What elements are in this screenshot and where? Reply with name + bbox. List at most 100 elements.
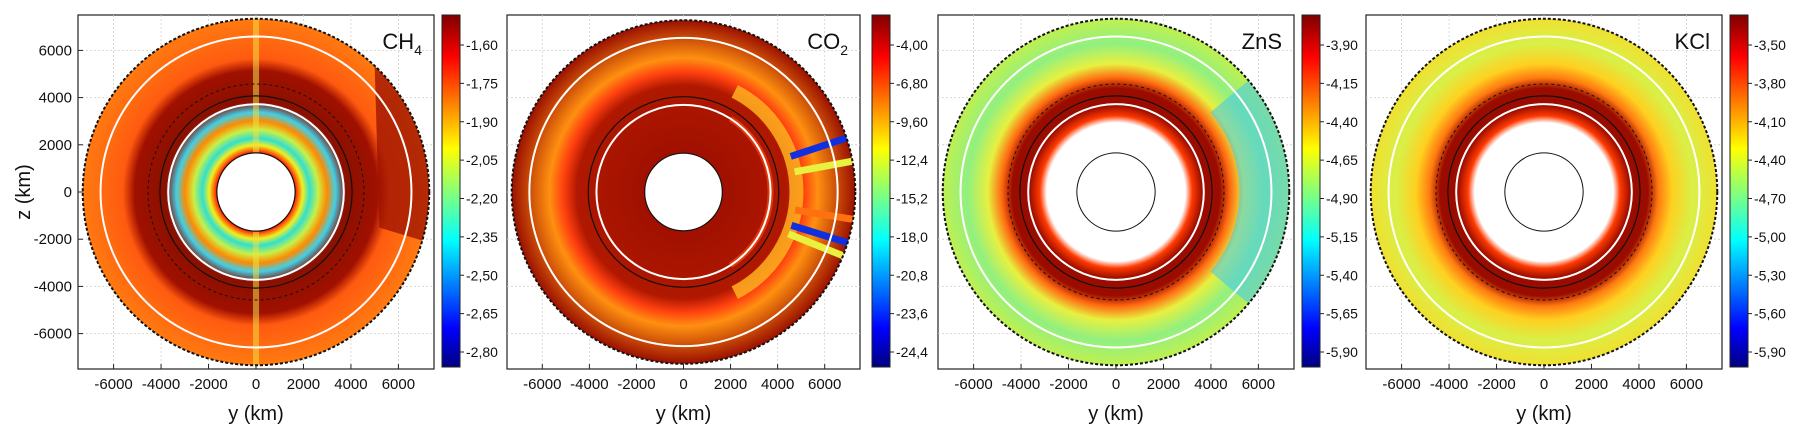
colorbar-tick-label: -5,60 [1754, 306, 1786, 322]
colorbar-tick-label: -2,05 [466, 152, 498, 168]
field-band [787, 230, 845, 259]
panel-title: CH4 [382, 29, 422, 58]
colorbar-tick-label: -4,65 [1326, 152, 1358, 168]
x-axis-label: y (km) [228, 403, 284, 425]
colorbar-tick-label: -23,6 [896, 306, 928, 322]
y-tick-label: 0 [64, 184, 72, 201]
colorbar-tick-label: -2,80 [466, 344, 498, 360]
colorbar-bar [1301, 14, 1321, 368]
colorbar-tick-label: -12,4 [896, 152, 928, 168]
colorbar-tick-label: -5,15 [1326, 229, 1358, 245]
colorbar-bar [871, 14, 891, 368]
colorbar-tick-label: -2,20 [466, 191, 498, 207]
colorbar-tick-label: -5,90 [1326, 344, 1358, 360]
x-tick-label: 2000 [1575, 376, 1608, 393]
colorbar-tick-label: -4,40 [1754, 152, 1786, 168]
y-tick-label: -2000 [34, 231, 72, 248]
contour-dashed [1435, 83, 1653, 301]
colorbar-tick-label: -4,10 [1754, 114, 1786, 130]
field-disc [942, 18, 1290, 366]
x-axis-label: y (km) [1516, 403, 1572, 425]
x-axis-label: y (km) [1088, 403, 1144, 425]
panel-2: -6000 -4000 -2000 0 2000 4000 6000 y (km) CO2 -4,… [506, 14, 928, 425]
x-tick-label: 6000 [382, 376, 415, 393]
ring-outer [99, 35, 413, 349]
colorbar-tick-label: -4,15 [1326, 75, 1358, 91]
colorbar-tick-label: -1,90 [466, 114, 498, 130]
outer-boundary [510, 19, 857, 365]
colorbar-tick-label: -20,8 [896, 267, 928, 283]
field-arc [731, 85, 804, 299]
colorbar-tick-label: -3,90 [1326, 37, 1358, 53]
x-tick-label: 0 [679, 376, 687, 393]
contour-dashed [147, 83, 365, 301]
x-tick-label: 6000 [1242, 376, 1275, 393]
colorbar-tick-label: -24,4 [896, 344, 928, 360]
y-tick-label: 4000 [39, 90, 72, 107]
colorbar: -4,00 -6,80 -9,60 -12,4 -15,2 -18,0 -20,8 -23,6… [871, 14, 928, 368]
x-tick-label: -6000 [94, 376, 132, 393]
colorbar: -3,50 -3,80 -4,10 -4,40 -4,70 -5,00 -5,30 -5,60… [1729, 14, 1786, 368]
contour-solid [159, 95, 353, 289]
panel-title-sub: 4 [414, 42, 422, 58]
panel-title-main: ZnS [1242, 29, 1282, 54]
field-sector [1210, 80, 1290, 304]
panel-1: -6000 -4000 -2000 0 2000 4000 6000 6000 4000 2000… [13, 14, 498, 425]
x-tick-label: -6000 [954, 376, 992, 393]
ring-outer [1387, 35, 1701, 349]
x-tick-label: 4000 [334, 376, 367, 393]
x-tick-label: 0 [1540, 376, 1548, 393]
x-tick-label: -4000 [1430, 376, 1468, 393]
colorbar-tick-label: -15,2 [896, 191, 928, 207]
colorbar-tick-label: -2,65 [466, 306, 498, 322]
colorbar-tick-label: -3,50 [1754, 37, 1786, 53]
field-band [789, 134, 848, 160]
x-tick-label: -6000 [523, 376, 561, 393]
colorbar-tick-label: -4,90 [1326, 191, 1358, 207]
panel-3: -6000 -4000 -2000 0 2000 4000 6000 y (km) ZnS -3,… [937, 14, 1358, 425]
contour-dashed [1007, 83, 1225, 301]
panel-title-main: CH [382, 29, 414, 54]
colorbar: -1,60 -1,75 -1,90 -2,05 -2,20 -2,35 -2,50 -2,65… [441, 14, 498, 368]
y-tick-label: 6000 [39, 42, 72, 59]
panel-title: ZnS [1242, 29, 1282, 54]
colorbar-tick-label: -3,80 [1754, 75, 1786, 91]
colorbar-tick-label: -2,35 [466, 229, 498, 245]
y-axis-label: z (km) [13, 164, 35, 220]
colorbar-tick-label: -2,50 [466, 267, 498, 283]
colorbar-bar [1729, 14, 1749, 368]
x-tick-label: 0 [1112, 376, 1120, 393]
x-tick-label: -2000 [617, 376, 655, 393]
y-tick-label: 2000 [39, 137, 72, 154]
ring-outer [959, 35, 1273, 349]
colorbar-tick-label: -5,65 [1326, 306, 1358, 322]
x-tick-label: -2000 [1477, 376, 1515, 393]
x-axis-label: y (km) [656, 403, 712, 425]
colorbar-tick-label: -4,40 [1326, 114, 1358, 130]
x-tick-label: -2000 [189, 376, 227, 393]
colorbar-tick-label: -4,00 [896, 37, 928, 53]
panel-title: KCl [1675, 29, 1710, 54]
y-tick-label: -6000 [34, 326, 72, 343]
panel-4: -6000 -4000 -2000 0 2000 4000 6000 y (km) KCl -3,… [1365, 14, 1786, 425]
contour-solid [587, 96, 780, 288]
colorbar-tick-label: -5,40 [1326, 267, 1358, 283]
x-tick-label: 6000 [808, 376, 841, 393]
field-band [794, 206, 854, 223]
panel-title-main: KCl [1675, 29, 1710, 54]
colorbar-bar [441, 14, 461, 368]
ring-inner [595, 103, 772, 281]
colorbar-tick-label: -4,70 [1754, 191, 1786, 207]
x-tick-label: -2000 [1049, 376, 1087, 393]
colorbar-tick-label: -1,60 [466, 37, 498, 53]
colorbar-tick-label: -9,60 [896, 114, 928, 130]
colorbar: -3,90 -4,15 -4,40 -4,65 -4,90 -5,15 -5,40 -5,65… [1301, 14, 1358, 368]
x-tick-label: 6000 [1670, 376, 1703, 393]
contour-solid [1019, 95, 1213, 289]
x-tick-label: -6000 [1382, 376, 1420, 393]
field-band [790, 222, 849, 247]
x-tick-label: 4000 [1622, 376, 1655, 393]
x-tick-label: -4000 [570, 376, 608, 393]
x-tick-label: 2000 [1147, 376, 1180, 393]
